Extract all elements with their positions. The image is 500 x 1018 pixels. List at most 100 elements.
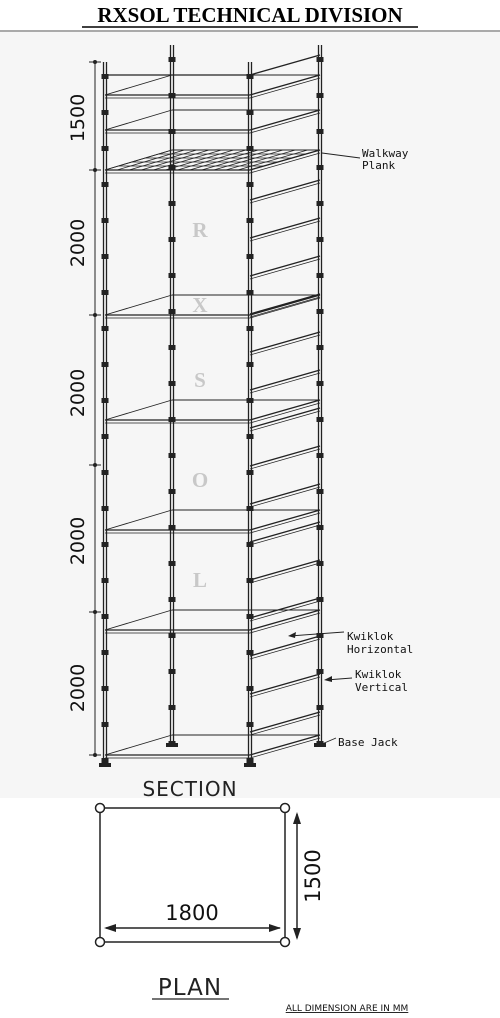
height-dimension: 2000 xyxy=(67,664,89,712)
side-rail xyxy=(249,673,321,695)
coupler xyxy=(168,237,176,242)
ledger xyxy=(249,152,321,174)
leader-line xyxy=(321,152,361,159)
ledger xyxy=(249,402,321,424)
coupler xyxy=(246,326,254,331)
ledger xyxy=(249,612,321,634)
arrow-head xyxy=(293,928,301,940)
plank-hatch xyxy=(201,149,271,171)
ledger xyxy=(249,297,321,319)
dimension-dot xyxy=(93,313,97,317)
side-rail xyxy=(249,638,321,660)
arrow-head xyxy=(269,924,281,932)
plan-width: 1800 xyxy=(165,901,218,925)
coupler xyxy=(168,57,176,62)
side-rail xyxy=(249,220,321,242)
side-rail xyxy=(249,676,321,698)
coupler xyxy=(246,650,254,655)
height-dimension: 2000 xyxy=(67,517,89,565)
side-rail xyxy=(249,296,321,318)
coupler xyxy=(101,506,109,511)
watermark-letter: S xyxy=(194,368,206,392)
base-plate xyxy=(244,763,256,767)
base-plate xyxy=(166,743,178,747)
callout-text: Base Jack xyxy=(338,736,398,749)
ledger xyxy=(104,109,173,131)
coupler xyxy=(101,146,109,151)
coupler xyxy=(168,633,176,638)
ledger xyxy=(249,734,321,756)
coupler xyxy=(168,309,176,314)
section-label: SECTION xyxy=(142,777,237,801)
coupler xyxy=(101,110,109,115)
plank-hatch xyxy=(237,149,308,171)
coupler xyxy=(246,758,254,763)
coupler xyxy=(316,129,324,134)
base-plate xyxy=(314,743,326,747)
side-rail xyxy=(249,445,321,467)
callout-text: Plank xyxy=(362,159,395,172)
coupler xyxy=(316,669,324,674)
ledger xyxy=(104,609,173,631)
ledger xyxy=(249,609,321,631)
side-rail xyxy=(249,600,321,622)
leader-line xyxy=(289,631,345,637)
side-rail xyxy=(249,179,321,201)
watermark-letter: L xyxy=(193,568,207,592)
coupler xyxy=(246,686,254,691)
coupler xyxy=(101,182,109,187)
coupler xyxy=(168,705,176,710)
dimension-dot xyxy=(93,463,97,467)
coupler xyxy=(101,434,109,439)
ledger xyxy=(104,74,173,96)
plan-depth: 1500 xyxy=(301,849,325,902)
coupler xyxy=(316,57,324,62)
coupler xyxy=(316,525,324,530)
plank-hatch xyxy=(141,149,210,171)
callout-text: Vertical xyxy=(355,681,408,694)
coupler xyxy=(168,273,176,278)
coupler xyxy=(316,381,324,386)
ledger xyxy=(104,509,173,531)
plan-view xyxy=(94,802,301,948)
callout-text: Walkway xyxy=(362,147,409,160)
side-rail xyxy=(249,410,321,432)
coupler xyxy=(101,722,109,727)
coupler xyxy=(246,578,254,583)
callout-text: Horizontal xyxy=(347,643,413,656)
coupler xyxy=(316,165,324,170)
side-rail xyxy=(249,407,321,429)
side-rail xyxy=(249,714,321,736)
coupler xyxy=(101,578,109,583)
side-rail xyxy=(249,369,321,391)
coupler xyxy=(101,650,109,655)
coupler xyxy=(246,74,254,79)
coupler xyxy=(316,345,324,350)
coupler xyxy=(246,542,254,547)
coupler xyxy=(246,254,254,259)
callout-text: Kwiklok xyxy=(347,630,394,643)
coupler xyxy=(316,705,324,710)
watermark-letter: O xyxy=(192,468,208,492)
plan-post xyxy=(279,936,291,948)
leader-line xyxy=(321,737,337,745)
coupler xyxy=(246,182,254,187)
coupler xyxy=(316,561,324,566)
coupler xyxy=(168,561,176,566)
side-rail xyxy=(249,331,321,353)
dimension-dot xyxy=(93,753,97,757)
side-rail xyxy=(249,372,321,394)
ledger xyxy=(249,74,321,96)
coupler xyxy=(168,165,176,170)
coupler xyxy=(246,146,254,151)
coupler xyxy=(101,758,109,763)
side-rail xyxy=(249,483,321,505)
ledger xyxy=(249,112,321,134)
side-rail xyxy=(249,486,321,508)
plank-hatch xyxy=(165,149,234,171)
dimension-dot xyxy=(93,60,97,64)
side-rail xyxy=(249,258,321,280)
plank-hatch xyxy=(129,149,197,171)
